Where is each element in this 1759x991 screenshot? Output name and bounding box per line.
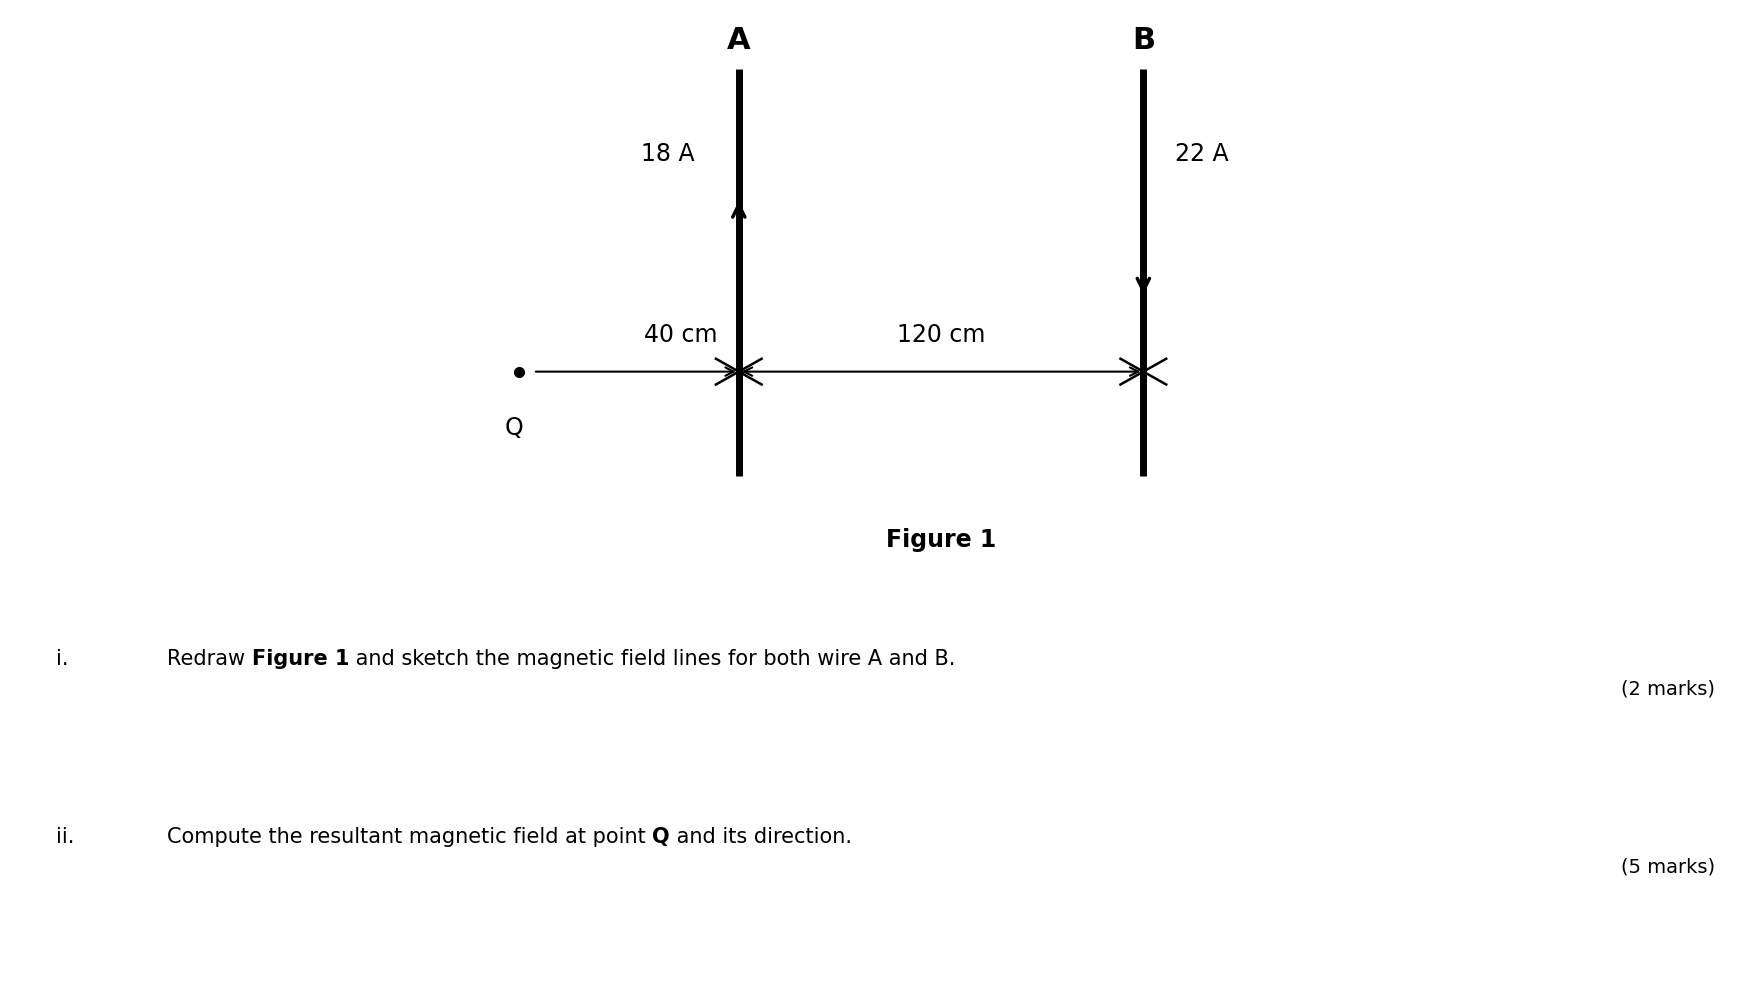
Text: Figure 1: Figure 1 (887, 528, 996, 552)
Text: and sketch the magnetic field lines for both wire A and B.: and sketch the magnetic field lines for … (350, 649, 955, 669)
Text: 22 A: 22 A (1175, 142, 1228, 165)
Text: Redraw: Redraw (167, 649, 252, 669)
Text: Figure 1: Figure 1 (252, 649, 350, 669)
Text: (2 marks): (2 marks) (1622, 679, 1715, 699)
Text: 40 cm: 40 cm (644, 323, 718, 347)
Text: (5 marks): (5 marks) (1620, 857, 1715, 877)
Text: Q: Q (653, 827, 670, 847)
Text: B: B (1131, 26, 1156, 55)
Text: A: A (726, 26, 751, 55)
Text: ii.: ii. (56, 827, 74, 847)
Text: 18 A: 18 A (642, 142, 695, 165)
Text: Compute the resultant magnetic field at point: Compute the resultant magnetic field at … (167, 827, 653, 847)
Text: i.: i. (56, 649, 69, 669)
Text: Q: Q (505, 416, 522, 440)
Text: and its direction.: and its direction. (670, 827, 851, 847)
Text: 120 cm: 120 cm (897, 323, 985, 347)
